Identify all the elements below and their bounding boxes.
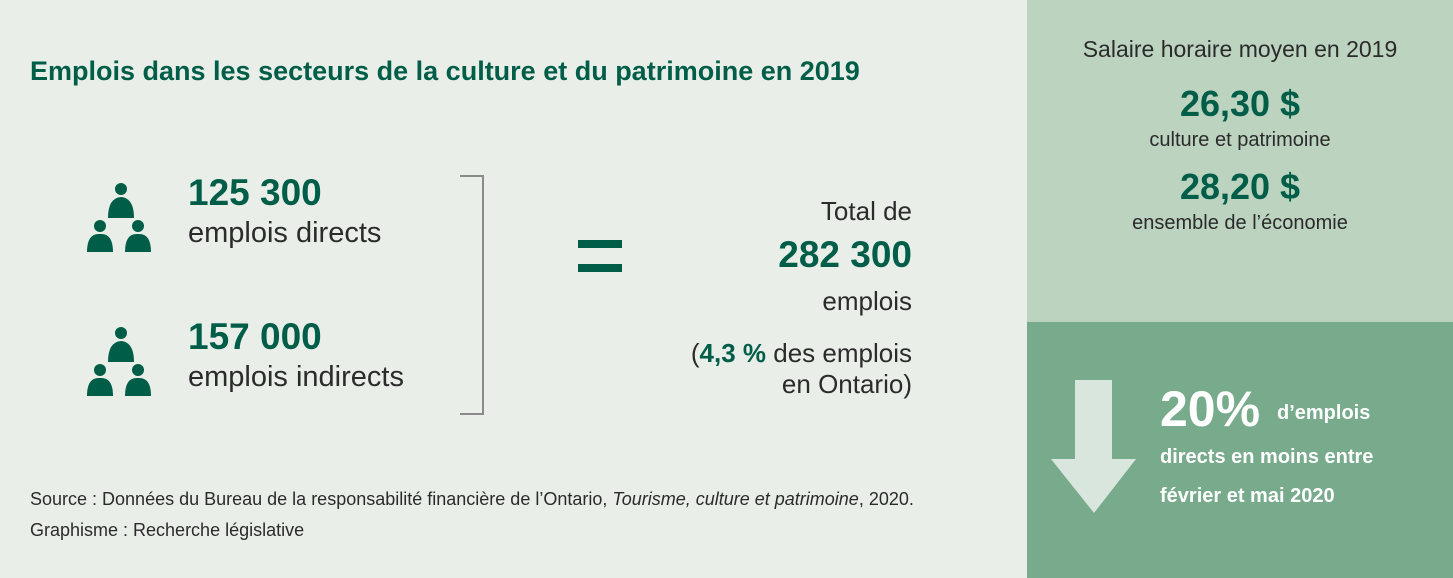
source-text-2: , 2020. Graphisme : Recherche législativ… [30, 489, 914, 540]
bracket [460, 175, 484, 415]
economy-wage-label: ensemble de l’économie [1132, 212, 1348, 234]
culture-wage-value: 26,30 $ [1179, 83, 1301, 124]
people-group-icon [87, 327, 151, 396]
source-title: Tourisme, culture et patrimoine [612, 489, 859, 509]
total-share: (4,3 % des emplois [691, 338, 912, 369]
decline-panel: 20% d’emplois directs en moins entre fév… [1027, 322, 1453, 578]
direct-jobs-label: emplois directs [188, 217, 382, 249]
decline-text-1: d’emplois [1277, 402, 1371, 424]
infographic-title: Emplois dans les secteurs de la culture … [30, 56, 860, 86]
decline-text-3: février et mai 2020 [1160, 485, 1335, 507]
paren: ( [690, 338, 700, 368]
decline-percent: 20% [1160, 381, 1261, 437]
source-text: Source : Données du Bureau de la respons… [30, 489, 613, 509]
culture-wage-label: culture et patrimoine [1149, 129, 1331, 151]
wage-panel: Salaire horaire moyen en 2019 26,30 $ cu… [1027, 0, 1453, 322]
total-share-line2: en Ontario) [781, 369, 912, 399]
share-value: 4,3 % [699, 338, 767, 368]
total-value: 282 300 [778, 234, 912, 275]
total-prefix: Total de [820, 196, 912, 226]
people-group-icon [87, 183, 151, 252]
indirect-jobs-label: emplois indirects [188, 361, 404, 393]
economy-wage-value: 28,20 $ [1179, 166, 1301, 207]
indirect-jobs-value: 157 000 [188, 316, 322, 357]
wage-title: Salaire horaire moyen en 2019 [1082, 36, 1398, 62]
total-unit: emplois [822, 286, 912, 316]
source-note: Source : Données du Bureau de la respons… [30, 484, 970, 546]
equals-sign [578, 240, 622, 272]
share-text: des emplois [766, 338, 912, 368]
direct-jobs-value: 125 300 [188, 172, 322, 213]
arrow-down-icon [1051, 380, 1136, 513]
decline-text-2: directs en moins entre [1160, 446, 1374, 468]
